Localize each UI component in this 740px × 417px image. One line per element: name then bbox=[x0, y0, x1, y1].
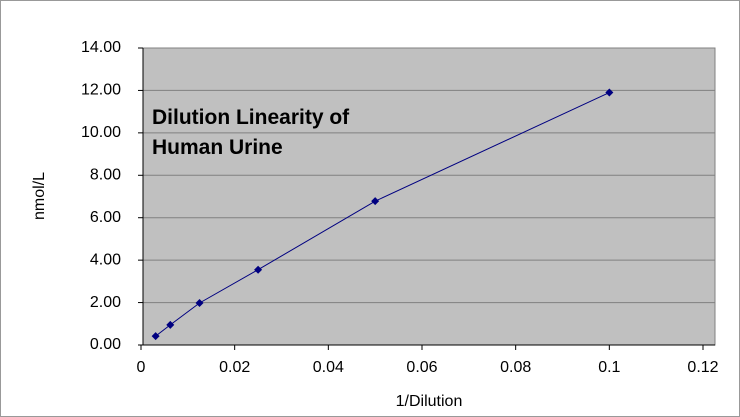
x-tick-label: 0.12 bbox=[687, 359, 718, 376]
data-point bbox=[166, 320, 175, 329]
data-point bbox=[605, 88, 614, 97]
y-axis-label: nmol/L bbox=[31, 172, 48, 220]
data-point bbox=[254, 265, 263, 274]
y-tick-label: 4.00 bbox=[90, 251, 121, 268]
y-tick-label: 2.00 bbox=[90, 294, 121, 311]
y-tick-label: 6.00 bbox=[90, 209, 121, 226]
y-tick-label: 12.00 bbox=[81, 82, 121, 99]
x-tick-label: 0.1 bbox=[598, 359, 620, 376]
x-tick-label: 0.06 bbox=[406, 359, 437, 376]
y-tick-label: 0.00 bbox=[90, 336, 121, 353]
data-point bbox=[151, 332, 160, 341]
plot-area bbox=[142, 47, 716, 346]
data-point bbox=[195, 298, 204, 307]
data-point bbox=[371, 197, 380, 206]
y-tick-label: 10.00 bbox=[81, 124, 121, 141]
chart-title: Dilution Linearity of bbox=[152, 106, 350, 129]
y-tick-label: 14.00 bbox=[81, 39, 121, 56]
x-axis-label: 1/Dilution bbox=[396, 393, 463, 410]
series-line bbox=[155, 92, 610, 337]
x-tick-label: 0.04 bbox=[313, 359, 344, 376]
x-tick-label: 0.08 bbox=[500, 359, 531, 376]
chart-title: Human Urine bbox=[152, 136, 283, 159]
y-tick-label: 8.00 bbox=[90, 167, 121, 184]
x-tick-label: 0.02 bbox=[219, 359, 250, 376]
x-tick-label: 0 bbox=[137, 359, 146, 376]
